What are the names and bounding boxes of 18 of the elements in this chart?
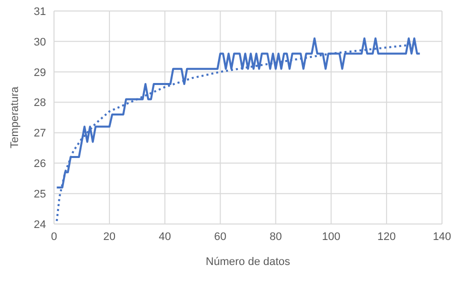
x-tick-label: 20: [103, 230, 116, 243]
x-tick-label: 40: [158, 230, 171, 243]
x-tick-label: 80: [270, 230, 282, 243]
x-tick-label: 120: [377, 230, 396, 243]
y-tick-label: 31: [34, 6, 46, 18]
x-tick-label: 100: [322, 230, 340, 243]
y-tick-label: 27: [34, 128, 46, 140]
y-tick-label: 30: [34, 36, 46, 48]
x-tick-label: 60: [214, 230, 226, 243]
y-tick-label: 29: [34, 66, 46, 79]
y-axis-title: Temperatura: [8, 86, 21, 148]
y-tick-label: 25: [34, 188, 46, 200]
y-tick-label: 28: [34, 97, 46, 110]
y-tick-label: 26: [34, 158, 46, 170]
x-tick-label: 140: [432, 230, 452, 243]
x-tick-label: 0: [50, 230, 58, 243]
x-axis-title: Número de datos: [206, 256, 291, 268]
y-tick-label: 24: [34, 218, 46, 231]
